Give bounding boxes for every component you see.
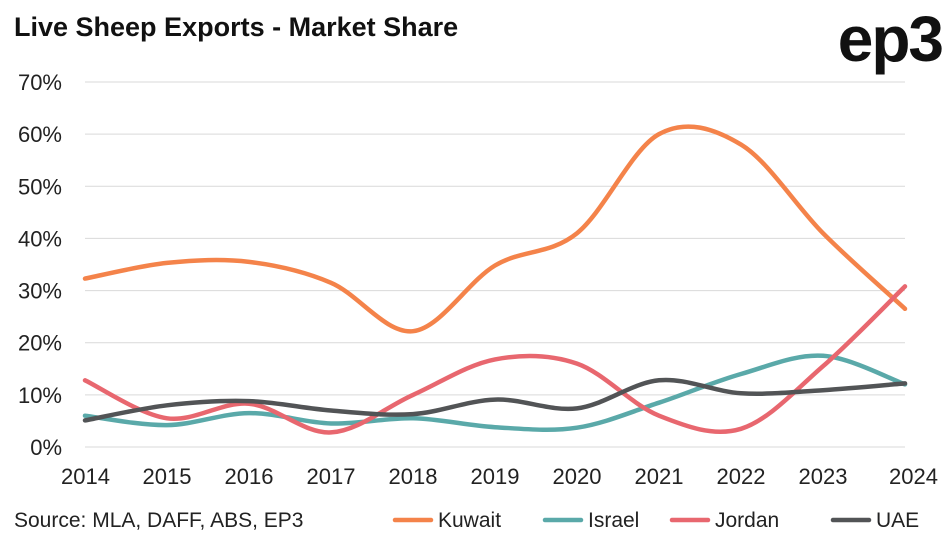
series-line-jordan — [82, 284, 908, 435]
x-tick-label: 2022 — [717, 464, 766, 489]
x-tick-label: 2017 — [307, 464, 356, 489]
ep3-logo: ep3 — [838, 3, 943, 75]
series-line-israel — [82, 353, 908, 433]
series-lines — [82, 124, 908, 435]
source-note: Source: MLA, DAFF, ABS, EP3 — [14, 509, 303, 532]
x-tick-label: 2014 — [61, 464, 110, 489]
x-tick-label: 2018 — [389, 464, 438, 489]
series-line-uae — [82, 377, 908, 423]
y-tick-label: 60% — [18, 122, 62, 147]
y-tick-label: 10% — [18, 383, 62, 408]
y-tick-label: 70% — [18, 70, 62, 95]
series-line-kuwait — [82, 124, 908, 334]
x-tick-label: 2015 — [143, 464, 192, 489]
y-tick-label: 0% — [30, 435, 62, 460]
x-tick-label: 2021 — [635, 464, 684, 489]
legend-label-israel: Israel — [588, 509, 639, 532]
x-tick-label: 2024 — [889, 464, 938, 489]
y-tick-label: 40% — [18, 226, 62, 251]
grid-lines — [85, 81, 905, 448]
legend-label-jordan: Jordan — [715, 509, 779, 532]
x-tick-label: 2016 — [225, 464, 274, 489]
legend-label-kuwait: Kuwait — [438, 509, 501, 532]
x-tick-label: 2019 — [471, 464, 520, 489]
y-tick-label: 30% — [18, 279, 62, 304]
x-axis-tick-labels: 2014 2015 2016 2017 2018 2019 2020 2021 2022 2023… — [61, 464, 938, 489]
x-tick-label: 2020 — [553, 464, 602, 489]
legend: Kuwait Israel Jordan UAE — [392, 509, 919, 532]
y-tick-label: 20% — [18, 331, 62, 356]
y-tick-label: 50% — [18, 174, 62, 199]
legend-label-uae: UAE — [876, 509, 919, 532]
x-tick-label: 2023 — [799, 464, 848, 489]
y-axis-tick-labels: 0% 10% 20% 30% 40% 50% 60% 70% — [18, 70, 62, 460]
chart-title: Live Sheep Exports - Market Share — [14, 12, 458, 42]
